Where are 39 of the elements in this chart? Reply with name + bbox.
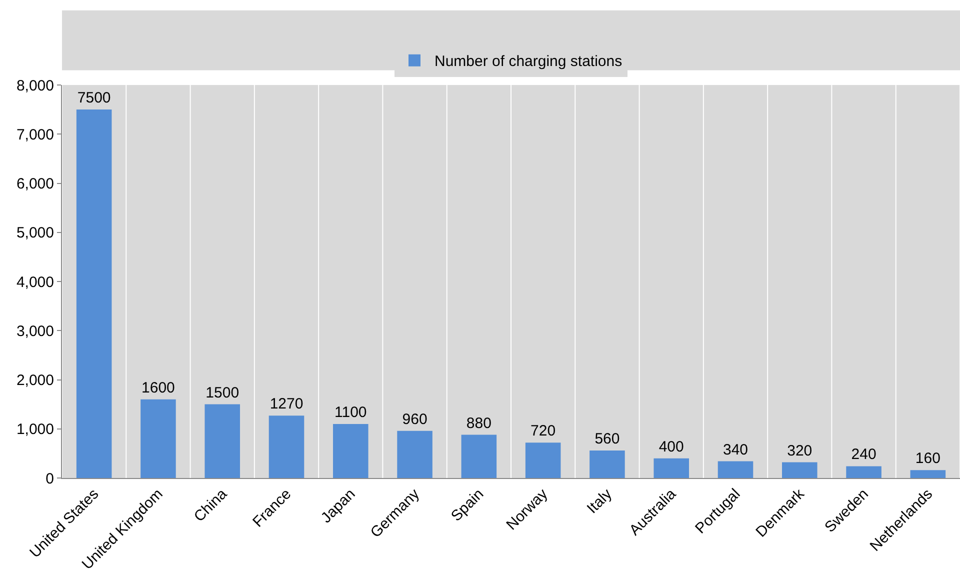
y-tick-label: 6,000 (16, 176, 54, 192)
bar (204, 404, 240, 478)
data-label: 160 (915, 450, 940, 468)
data-label: 720 (530, 422, 556, 440)
data-label: 1100 (334, 404, 367, 421)
data-label: 400 (658, 438, 684, 456)
bar (525, 442, 561, 478)
data-label: 340 (722, 441, 748, 458)
data-label: 1600 (142, 379, 175, 396)
legend-label: Number of charging stations (434, 53, 622, 70)
data-label: 320 (787, 442, 812, 460)
bar (846, 466, 882, 478)
data-label: 1500 (206, 384, 240, 402)
y-tick-label: 5,000 (16, 224, 54, 242)
data-label: 880 (466, 414, 492, 432)
bar (268, 416, 304, 478)
bar (782, 462, 818, 478)
y-tick-label: 2,000 (16, 372, 54, 389)
data-label: 560 (594, 430, 620, 448)
x-tick-label: Italy (584, 485, 616, 518)
y-tick-label: 7,000 (16, 126, 54, 144)
y-tick-label: 1,000 (16, 421, 54, 438)
y-tick-label: 3,000 (16, 322, 54, 340)
bar (590, 450, 625, 478)
bar (718, 461, 754, 478)
bar (333, 424, 368, 478)
data-label: 960 (402, 410, 428, 428)
y-tick-label: 4,000 (16, 274, 54, 291)
data-label: 1270 (270, 396, 304, 413)
data-label: 240 (851, 446, 876, 464)
bar (654, 458, 689, 478)
bar (461, 434, 497, 478)
bar (397, 430, 432, 478)
data-label: 7500 (77, 90, 111, 107)
bar (76, 110, 112, 478)
y-tick-label: 8,000 (16, 77, 54, 94)
bar (910, 470, 946, 478)
bar (140, 399, 176, 478)
y-tick-label: 0 (46, 470, 54, 488)
